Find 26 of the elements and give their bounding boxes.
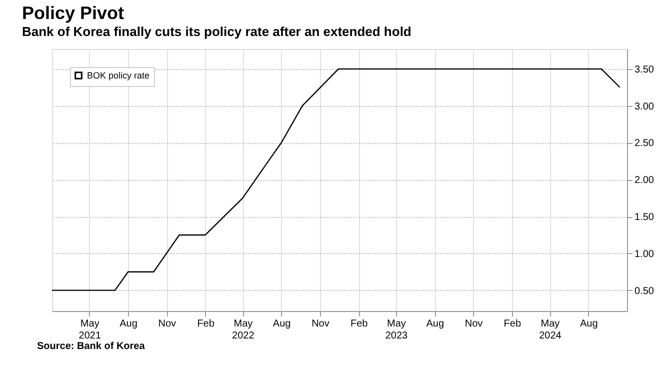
x-tick-label: Aug	[426, 318, 444, 330]
x-tick-label: Feb	[350, 318, 368, 330]
x-tick-label: Nov	[158, 318, 176, 330]
x-tick-label: May 2023	[385, 318, 408, 342]
x-tick-label: May 2021	[78, 318, 102, 342]
legend-label: BOK policy rate	[87, 70, 150, 80]
chart-subtitle: Bank of Korea finally cuts its policy rate after an extended hold	[22, 24, 412, 39]
x-tick-label: Aug	[272, 318, 291, 330]
x-tick-label: Nov	[312, 318, 330, 330]
x-tick-label: May 2024	[539, 318, 562, 342]
x-tick-label: Nov	[464, 318, 483, 330]
chart-title: Policy Pivot	[22, 3, 124, 23]
x-tick-label: May 2022	[232, 318, 255, 342]
y-tick-label: 0.50	[634, 286, 654, 297]
x-tick-label: Feb	[197, 318, 215, 330]
y-tick-label: 2.00	[634, 175, 654, 186]
x-tick-label: Aug	[580, 318, 598, 330]
y-tick-label: 2.50	[634, 138, 654, 150]
source-note: Source: Bank of Korea	[37, 341, 146, 352]
y-tick-label: 3.00	[634, 101, 654, 112]
x-tick-label: Aug	[120, 318, 138, 330]
y-tick-label: 3.50	[634, 64, 654, 76]
x-tick-label: Feb	[504, 318, 522, 330]
y-tick-label: 1.00	[634, 248, 654, 260]
line-series	[51, 68, 620, 291]
y-tick-label: 1.50	[634, 212, 654, 224]
